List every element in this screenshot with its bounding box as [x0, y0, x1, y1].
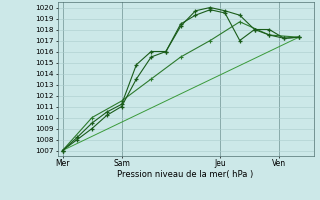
- X-axis label: Pression niveau de la mer( hPa ): Pression niveau de la mer( hPa ): [117, 170, 254, 179]
